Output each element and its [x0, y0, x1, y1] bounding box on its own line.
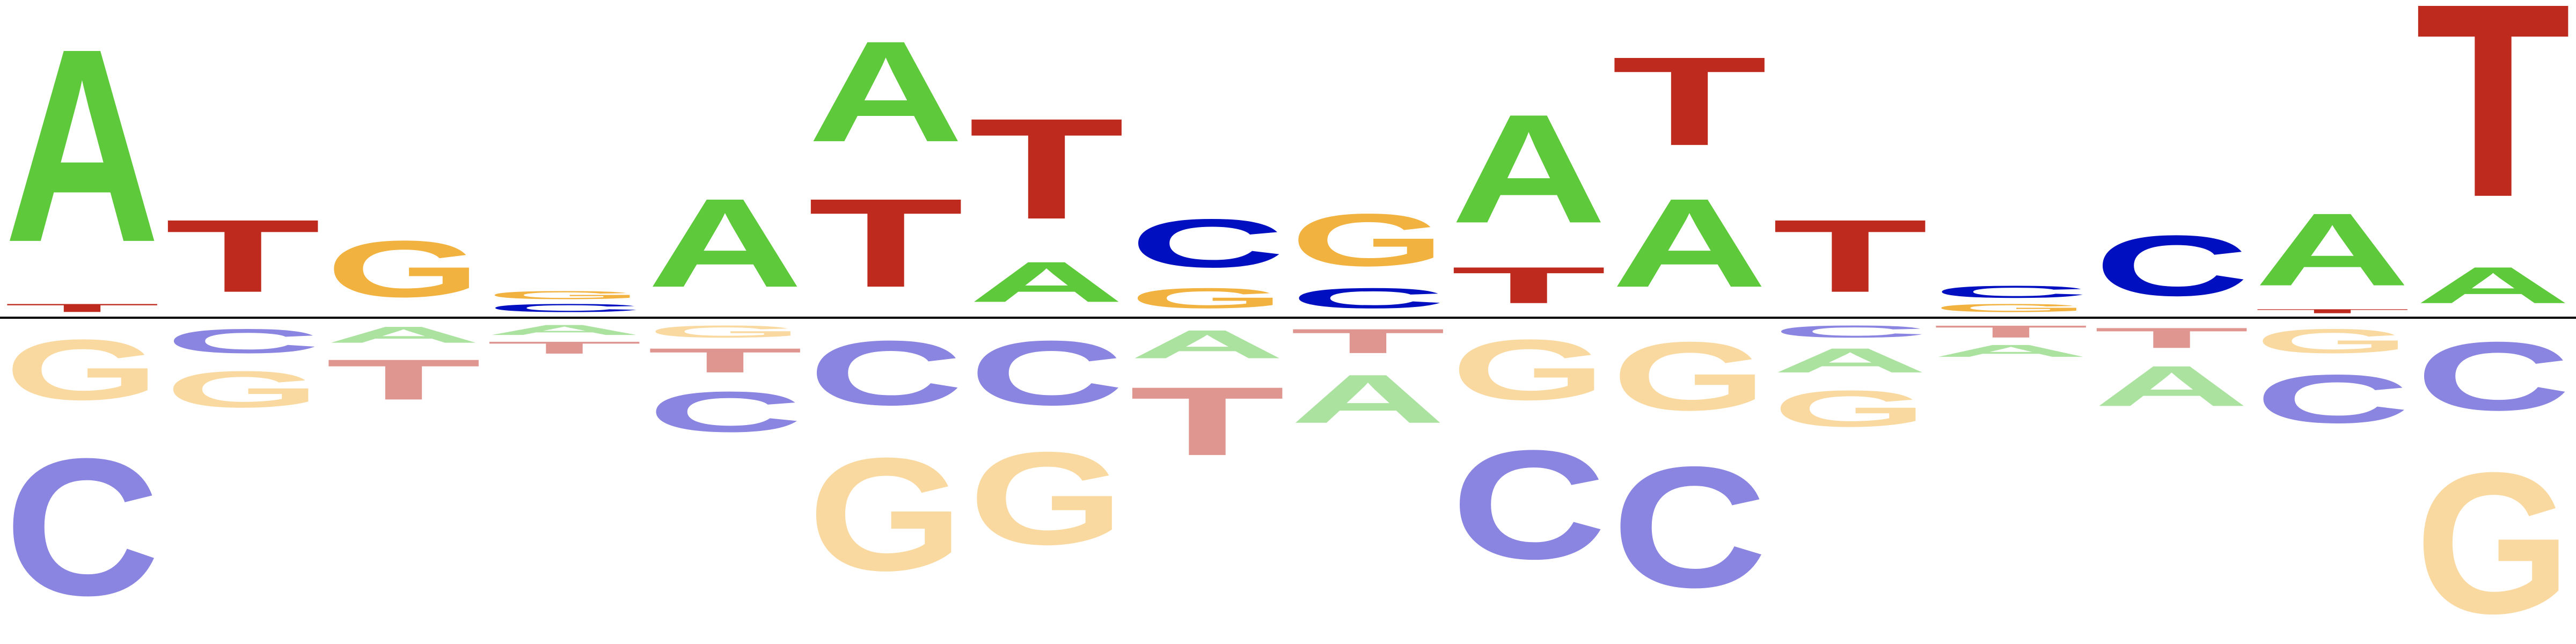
glyph-pos6-t-up: T [808, 173, 964, 314]
glyph-pos12-t-up: T [1773, 198, 1928, 314]
glyph-pos14-t-down: T [2094, 322, 2250, 354]
glyph-pos13-t-down: T [1933, 322, 2089, 341]
glyph-pos12-a-down: A [1773, 341, 1928, 380]
logo-glyphs: TAGCTCGGATCGATAGTCTACGATCGGCATCGTATAGCAT… [4, 0, 2571, 644]
glyph-pos4-a-down: A [487, 322, 642, 338]
glyph-pos6-a-up: A [808, 11, 964, 172]
glyph-pos3-t-down: T [326, 348, 481, 412]
glyph-pos6-g-down: G [808, 425, 964, 604]
glyph-pos3-g-up: G [326, 224, 481, 314]
glyph-pos9-c-up: C [1290, 282, 1446, 314]
glyph-pos3-a-down: A [326, 322, 481, 348]
glyph-pos2-c-down: C [165, 322, 321, 361]
glyph-pos14-c-up: C [2094, 217, 2249, 314]
glyph-pos8-a-down: A [1129, 322, 1285, 367]
glyph-pos16-t-up: T [2416, 0, 2571, 254]
glyph-pos9-a-down: A [1290, 361, 1446, 438]
glyph-pos10-c-down: C [1451, 418, 1606, 591]
glyph-pos2-t-up: T [165, 198, 321, 314]
glyph-pos13-g-up: G [1933, 302, 2089, 314]
glyph-pos12-g-down: G [1773, 380, 1928, 438]
glyph-pos1-c-down: C [4, 418, 160, 636]
glyph-pos8-c-up: C [1130, 205, 1285, 282]
glyph-pos4-c-up: C [487, 302, 642, 314]
glyph-pos14-a-down: A [2094, 354, 2250, 419]
glyph-pos7-c-down: C [969, 322, 1124, 425]
glyph-pos8-t-down: T [1130, 367, 1285, 476]
glyph-pos16-g-down: G [2416, 431, 2571, 644]
glyph-pos4-g-up: G [487, 289, 642, 302]
glyph-pos10-a-up: A [1451, 82, 1606, 255]
glyph-pos5-t-down: T [647, 341, 803, 380]
glyph-pos12-c-down: C [1772, 322, 1928, 341]
glyph-pos9-g-up: G [1290, 198, 1446, 282]
glyph-pos5-c-down: C [647, 380, 803, 444]
glyph-pos15-t-up: T [2255, 308, 2410, 314]
glyph-pos15-g-down: G [2255, 322, 2410, 361]
glyph-pos5-a-up: A [647, 172, 803, 313]
glyph-pos16-c-down: C [2415, 322, 2571, 431]
glyph-pos7-g-down: G [969, 425, 1124, 572]
glyph-pos7-t-up: T [969, 89, 1124, 250]
glyph-pos6-c-down: C [808, 322, 963, 425]
glyph-pos10-t-up: T [1451, 257, 1607, 314]
glyph-pos1-t-up: T [4, 302, 160, 314]
glyph-pos10-g-down: G [1451, 321, 1607, 418]
glyph-pos11-t-up: T [1612, 31, 1767, 172]
glyph-pos11-a-up: A [1612, 172, 1767, 313]
glyph-pos11-c-down: C [1612, 431, 1767, 624]
glyph-pos1-a-up: A [4, 0, 160, 299]
glyph-pos8-g-up: G [1130, 282, 1285, 314]
glyph-pos13-c-up: C [1933, 282, 2089, 302]
glyph-pos1-g-down: G [4, 321, 160, 418]
glyph-pos7-a-up: A [969, 250, 1124, 314]
glyph-pos16-a-up: A [2416, 257, 2571, 314]
glyph-pos15-a-up: A [2255, 192, 2410, 308]
glyph-pos13-a-down: A [1933, 341, 2089, 361]
glyph-pos2-g-down: G [165, 361, 321, 419]
glyph-pos9-t-down: T [1290, 322, 1446, 361]
glyph-pos15-c-down: C [2255, 361, 2410, 438]
glyph-pos4-t-down: T [487, 338, 642, 357]
glyph-pos5-g-down: G [647, 322, 803, 341]
glyph-pos11-g-down: G [1612, 321, 1767, 431]
